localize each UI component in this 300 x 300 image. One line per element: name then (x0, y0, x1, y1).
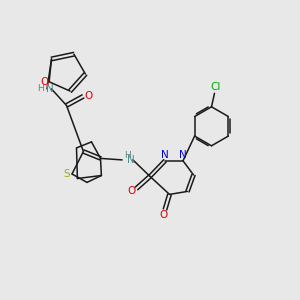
Text: O: O (40, 77, 49, 87)
Text: Cl: Cl (211, 82, 221, 92)
Text: H: H (124, 151, 131, 160)
Text: O: O (159, 210, 168, 220)
Text: N: N (46, 84, 53, 94)
Text: N: N (179, 150, 187, 160)
Text: H: H (37, 85, 44, 94)
Text: S: S (63, 169, 70, 179)
Text: N: N (161, 150, 169, 160)
Text: O: O (84, 92, 92, 101)
Text: O: O (127, 186, 135, 197)
Text: N: N (127, 155, 134, 165)
